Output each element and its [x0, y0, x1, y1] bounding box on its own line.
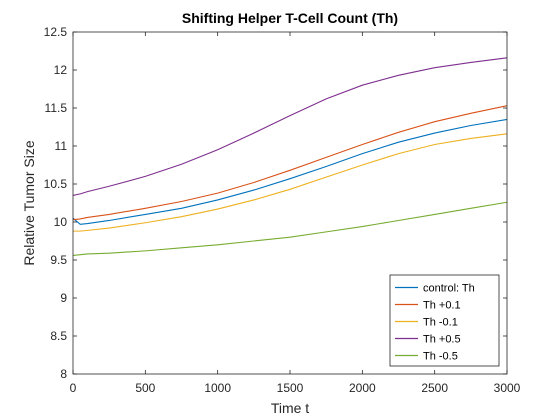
y-tick-label: 9.5	[50, 253, 67, 267]
x-tick-label: 2000	[349, 381, 376, 395]
series-line-1	[72, 118, 508, 225]
y-tick-label: 11.5	[45, 101, 68, 115]
x-tick-label: 500	[135, 381, 155, 395]
x-axis-label: Time t	[271, 400, 309, 416]
x-tick-label: 0	[70, 381, 77, 395]
legend-label-1: control: Th	[423, 283, 475, 295]
series-line-5	[72, 201, 508, 256]
y-tick-label: 10.5	[44, 177, 68, 191]
legend: control: Th Th +0.1 Th -0.1 Th +0.5 Th -0.5	[389, 274, 500, 367]
y-tick-label: 9	[60, 291, 67, 305]
x-tick-label: 1000	[204, 381, 231, 395]
y-tick-label: 8.5	[50, 329, 67, 343]
legend-box	[389, 274, 500, 367]
y-axis-label: Relative Tumor Size	[21, 140, 37, 265]
y-tick-label: 10	[54, 215, 68, 229]
x-tick-label: 2500	[421, 381, 448, 395]
series-line-4	[72, 57, 508, 196]
series-line-3	[73, 133, 508, 232]
legend-label-3: Th -0.1	[423, 317, 458, 329]
y-tick-label: 12.5	[44, 25, 68, 39]
x-tick-label: 3000	[494, 381, 521, 395]
legend-label-5: Th -0.5	[423, 351, 458, 363]
legend-label-2: Th +0.1	[423, 300, 461, 312]
series-line-2	[72, 105, 508, 221]
legend-label-4: Th +0.5	[423, 334, 461, 346]
y-tick-label: 8	[60, 367, 67, 381]
chart-title: Shifting Helper T-Cell Count (Th)	[182, 10, 398, 26]
y-tick-label: 11	[55, 139, 68, 153]
axes: 0 500 1000 1500 2000 2500 3000 8 8.5 9 9.5 10 10.5 11…	[44, 25, 521, 395]
y-tick-label: 12	[54, 63, 68, 77]
x-tick-label: 1500	[277, 381, 304, 395]
